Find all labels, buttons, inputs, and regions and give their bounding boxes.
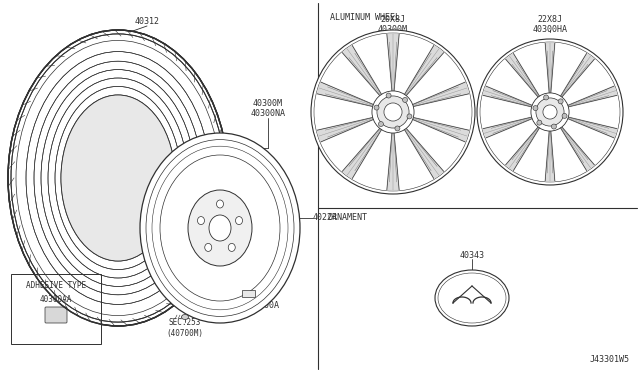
Circle shape [378,122,383,126]
Text: 40300M: 40300M [253,99,283,108]
Text: 40224: 40224 [313,214,338,222]
Polygon shape [403,126,444,179]
Circle shape [552,124,556,129]
Ellipse shape [140,133,300,323]
Text: 40300M: 40300M [378,25,408,33]
Polygon shape [410,117,469,142]
Text: ORNAMENT: ORNAMENT [328,214,368,222]
Ellipse shape [188,190,252,266]
Text: SEC.253
(40700M): SEC.253 (40700M) [166,318,204,338]
Text: 40300A: 40300A [250,301,280,310]
Polygon shape [483,86,535,108]
Text: ADHESIVE TYPE: ADHESIVE TYPE [26,282,86,291]
Circle shape [543,105,557,119]
Text: 40300NA: 40300NA [250,109,285,118]
Circle shape [372,91,414,133]
Polygon shape [559,54,595,99]
Polygon shape [545,128,555,181]
Ellipse shape [435,270,509,326]
Circle shape [407,114,412,119]
Circle shape [403,97,408,102]
Polygon shape [403,45,444,98]
FancyBboxPatch shape [11,274,101,344]
Ellipse shape [198,217,204,225]
Polygon shape [342,126,383,179]
Text: 22X8J: 22X8J [538,16,563,25]
Polygon shape [565,86,617,108]
Polygon shape [545,43,555,96]
Text: 40312: 40312 [134,17,159,26]
Circle shape [558,99,563,104]
Circle shape [562,113,567,118]
Ellipse shape [8,30,228,326]
Polygon shape [317,82,376,107]
Ellipse shape [216,200,223,208]
Polygon shape [506,125,541,170]
Polygon shape [342,45,383,98]
Circle shape [386,93,391,98]
Ellipse shape [61,95,175,261]
Ellipse shape [228,243,236,251]
Ellipse shape [205,243,212,251]
Polygon shape [410,82,469,107]
Text: ALUMINUM WHEEL: ALUMINUM WHEEL [330,13,400,22]
Polygon shape [387,130,399,190]
Text: J43301W5: J43301W5 [590,356,630,365]
Circle shape [384,103,402,121]
Ellipse shape [61,95,175,261]
FancyBboxPatch shape [45,307,67,323]
Ellipse shape [182,314,189,320]
Circle shape [531,93,569,131]
Ellipse shape [209,215,231,241]
Text: 20X8J: 20X8J [381,16,406,25]
Text: 40300AA: 40300AA [40,295,72,304]
Text: 40343: 40343 [460,250,484,260]
Polygon shape [506,54,541,99]
Polygon shape [317,117,376,142]
Polygon shape [387,34,399,94]
Circle shape [374,105,379,110]
Circle shape [536,98,564,126]
Circle shape [395,126,400,131]
Polygon shape [565,116,617,138]
Circle shape [377,96,409,128]
Circle shape [477,39,623,185]
Text: 40300HA: 40300HA [532,25,568,33]
Polygon shape [559,125,595,170]
Circle shape [533,106,538,110]
Ellipse shape [236,217,243,225]
Circle shape [311,30,475,194]
Circle shape [543,95,548,100]
Polygon shape [483,116,535,138]
Circle shape [537,120,542,125]
FancyBboxPatch shape [242,290,255,297]
